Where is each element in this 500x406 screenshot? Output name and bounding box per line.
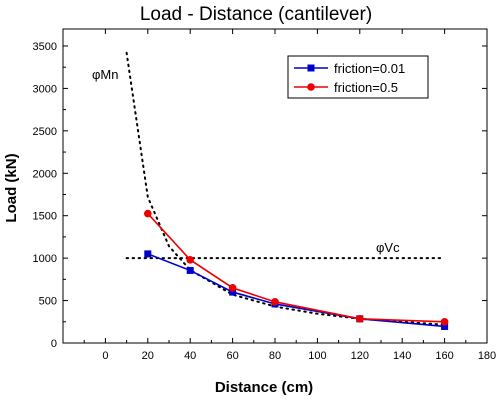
data-point bbox=[441, 322, 449, 330]
plot-area: 0 20 40 60 80 100 120 140 160 180 0 500 1000 1500 2000… bbox=[33, 28, 496, 362]
x-axis-label: Distance (cm) bbox=[215, 379, 313, 396]
legend-marker bbox=[307, 64, 315, 72]
x-tick-label: 0 bbox=[102, 350, 108, 362]
data-point bbox=[144, 250, 152, 258]
series-line bbox=[147, 213, 445, 323]
legend-marker bbox=[307, 83, 315, 91]
y-tick-label: 500 bbox=[39, 296, 57, 308]
y-axis-label: Load (kN) bbox=[3, 153, 20, 222]
data-point bbox=[144, 209, 152, 218]
x-tick-label: 120 bbox=[351, 350, 369, 362]
y-tick-label: 3500 bbox=[33, 41, 57, 53]
x-tick-label: 180 bbox=[478, 350, 496, 362]
data-point bbox=[356, 315, 364, 323]
x-tick-label: 100 bbox=[308, 350, 326, 362]
legend-label: friction=0.5 bbox=[334, 80, 398, 95]
legend-box bbox=[287, 55, 429, 99]
y-tick-label: 0 bbox=[51, 338, 57, 350]
data-point bbox=[228, 284, 237, 292]
reference-label: φMn bbox=[92, 67, 119, 82]
legend: friction=0.01 friction=0.5 bbox=[287, 55, 429, 99]
y-tick-label: 2500 bbox=[33, 126, 57, 138]
y-tick-label: 2000 bbox=[33, 168, 57, 180]
data-point bbox=[271, 298, 279, 306]
x-tick-label: 80 bbox=[269, 350, 281, 362]
data-point bbox=[229, 288, 237, 296]
series-line bbox=[147, 253, 445, 328]
y-tick-label: 3000 bbox=[33, 83, 57, 95]
data-point bbox=[186, 266, 194, 274]
y-tick-label: 1000 bbox=[33, 253, 57, 265]
y-tick-label: 1500 bbox=[33, 211, 57, 223]
x-tick-label: 140 bbox=[393, 350, 411, 362]
data-point bbox=[186, 256, 194, 264]
x-tick-label: 20 bbox=[142, 350, 154, 362]
x-tick-label: 60 bbox=[226, 350, 238, 362]
chart-title: Load - Distance (cantilever) bbox=[140, 4, 372, 25]
x-tick-label: 40 bbox=[184, 350, 196, 362]
legend-label: friction=0.01 bbox=[334, 61, 405, 76]
x-tick-label: 160 bbox=[435, 350, 453, 362]
reference-label: φVc bbox=[376, 240, 400, 255]
data-point bbox=[440, 317, 449, 326]
